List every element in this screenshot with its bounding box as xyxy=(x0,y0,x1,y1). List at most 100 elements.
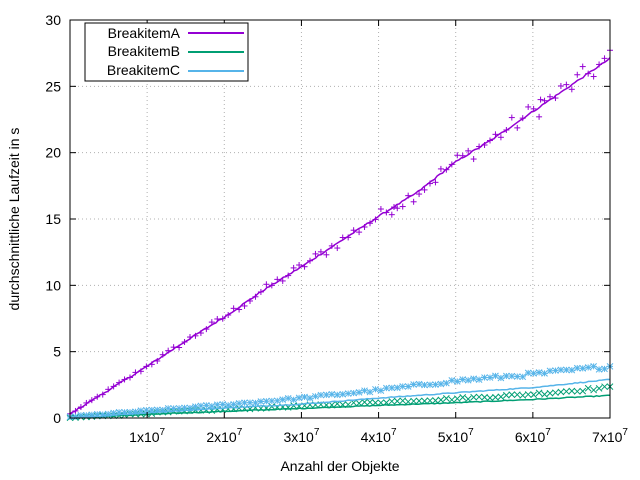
axis-ticks xyxy=(70,19,611,419)
x-tick-exponent: 7 xyxy=(545,427,551,438)
data-point-breakitemc-d2 xyxy=(388,384,396,392)
data-point-breakitemc-d2 xyxy=(573,364,581,372)
data-point-breakitemb-d2 xyxy=(415,397,423,405)
x-tick-label: 5x107 xyxy=(438,427,474,445)
data-point-breakitemc-d2 xyxy=(437,380,445,388)
data-point-breakitemb-d2 xyxy=(513,391,521,399)
series-line-breakitema xyxy=(69,57,611,415)
data-point-breakitemb-d2 xyxy=(366,398,374,406)
data-point-breakitemc-d2 xyxy=(219,401,227,408)
data-point-breakitemc-d2 xyxy=(263,397,270,405)
data-point-breakitemb-d2 xyxy=(486,394,494,402)
data-point-breakitemb-d2 xyxy=(453,395,461,403)
data-point-breakitemc-d2 xyxy=(143,406,150,414)
data-point-breakitemc-d2 xyxy=(164,404,172,412)
data-point-breakitemb-d2 xyxy=(503,391,510,399)
x-tick-label: 1x107 xyxy=(129,427,165,445)
y-tick-label: 20 xyxy=(45,145,61,161)
data-point-breakitemc-d2 xyxy=(317,391,325,399)
y-axis-tick-labels: 0 5 10 15 20 25 30 xyxy=(45,12,61,426)
series-breakitemb xyxy=(66,383,614,422)
data-point-breakitemc-d2 xyxy=(350,389,357,397)
data-point-breakitemc-d2 xyxy=(557,366,565,374)
legend-label-breakitema: BreakitemA xyxy=(108,25,181,41)
data-point-breakitemc-d2 xyxy=(355,388,363,396)
data-point-breakitemb-d2 xyxy=(443,395,450,402)
x-tick-base: x10 xyxy=(291,429,314,445)
x-tick-mantissa: 5 xyxy=(438,429,446,445)
data-point-breakitemb-d2 xyxy=(519,392,527,399)
y-tick-label: 30 xyxy=(45,12,61,28)
data-point-breakitemc-d2 xyxy=(252,399,259,407)
data-point-breakitemb-d2 xyxy=(530,391,537,399)
data-point-breakitemb-d2 xyxy=(388,397,396,405)
data-point-breakitemb-d2 xyxy=(590,386,597,394)
data-point-breakitemb-d2 xyxy=(448,396,456,404)
data-point-breakitemc-d2 xyxy=(584,364,592,371)
data-point-breakitemc-d2 xyxy=(383,384,390,392)
data-point-breakitemb-d2 xyxy=(601,383,608,391)
data-point-breakitemb-d2 xyxy=(372,399,379,407)
data-point-breakitemc-d2 xyxy=(170,405,177,412)
data-point-breakitemb-d2 xyxy=(579,387,587,395)
data-point-breakitemc-d2 xyxy=(552,367,559,374)
y-tick-label: 0 xyxy=(53,410,61,426)
data-point-breakitemc-d2 xyxy=(312,392,319,400)
data-point-breakitemc-d2 xyxy=(203,402,210,409)
x-tick-base: x10 xyxy=(446,429,469,445)
data-point-breakitemc-d2 xyxy=(541,369,548,377)
data-point-breakitemc-d2 xyxy=(492,372,499,380)
x-tick-exponent: 7 xyxy=(237,427,243,438)
x-tick-mantissa: 4 xyxy=(361,429,369,445)
data-point-breakitemb-d2 xyxy=(361,398,368,406)
data-point-breakitemc-d2 xyxy=(333,391,341,399)
y-tick-label: 10 xyxy=(45,277,61,293)
x-axis-title: Anzahl der Objekte xyxy=(280,458,399,474)
legend-label-breakitemb: BreakitemB xyxy=(108,43,180,59)
data-point-breakitemb-d2 xyxy=(437,396,445,404)
data-point-breakitemb-d2 xyxy=(404,398,412,406)
data-point-breakitemc-d2 xyxy=(497,374,505,382)
x-tick-exponent: 7 xyxy=(468,427,474,438)
data-point-breakitemc-d2 xyxy=(448,377,456,384)
data-point-breakitemc-d2 xyxy=(453,378,461,385)
data-point-breakitemb-d2 xyxy=(464,395,472,403)
data-point-breakitemc-d2 xyxy=(257,398,265,405)
data-point-breakitemb-d2 xyxy=(535,389,543,397)
data-point-breakitemb-d2 xyxy=(541,390,548,398)
x-tick-exponent: 7 xyxy=(314,427,320,438)
data-point-breakitemc-d2 xyxy=(377,387,385,394)
data-point-breakitemb-d2 xyxy=(410,397,417,405)
plot-area xyxy=(66,47,614,422)
series-breakitemc xyxy=(66,363,614,421)
x-tick-mantissa: 6 xyxy=(515,429,523,445)
data-point-breakitemb-d2 xyxy=(426,397,434,404)
x-tick-base: x10 xyxy=(600,429,623,445)
data-point-breakitemb-d2 xyxy=(290,402,297,410)
x-tick-base: x10 xyxy=(137,429,160,445)
data-point-breakitemb-d2 xyxy=(524,391,532,398)
x-tick-label: 2x107 xyxy=(206,427,242,445)
data-point-breakitemc-d2 xyxy=(268,397,276,405)
data-point-breakitemc-d2 xyxy=(279,396,287,403)
data-point-breakitemb-d2 xyxy=(470,393,477,401)
data-point-breakitemc-d2 xyxy=(530,369,537,377)
x-tick-mantissa: 2 xyxy=(206,429,214,445)
data-point-breakitemb-d2 xyxy=(546,389,554,397)
y-tick-label: 5 xyxy=(53,344,61,360)
data-point-breakitemb-d2 xyxy=(492,393,499,401)
data-point-breakitemc-d2 xyxy=(404,383,412,390)
data-point-breakitemc-d2 xyxy=(213,401,221,409)
data-point-breakitemb-d2 xyxy=(459,394,467,401)
data-point-breakitemb-d2 xyxy=(393,397,401,405)
data-point-breakitemc-d2 xyxy=(393,384,401,392)
data-point-breakitemc-d2 xyxy=(563,366,570,374)
y-tick-label: 25 xyxy=(45,78,61,94)
x-axis-tick-labels: 1x107 2x107 3x107 4x107 5x107 6x107 7x107 xyxy=(129,427,628,445)
data-point-breakitemc-d2 xyxy=(344,390,352,397)
data-point-breakitemb-d2 xyxy=(475,393,483,401)
data-point-breakitemc-d2 xyxy=(579,364,587,372)
data-point-breakitemc-d2 xyxy=(568,366,576,374)
data-point-breakitemc-d2 xyxy=(421,381,428,389)
